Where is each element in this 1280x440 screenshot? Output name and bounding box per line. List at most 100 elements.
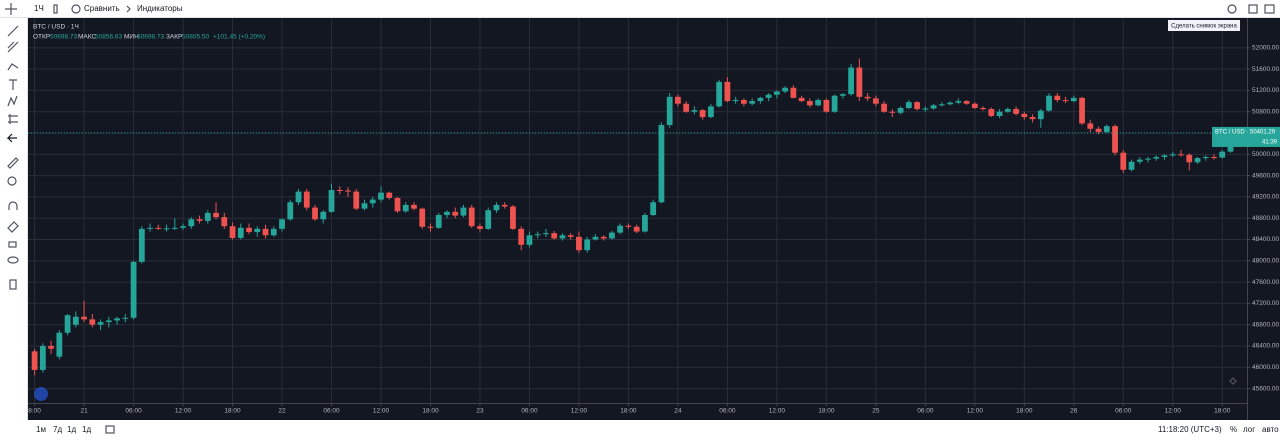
y-tick-label: 48400.00 [1252,236,1279,243]
x-tick-label: 12:00 [967,408,984,415]
back-tool[interactable] [6,133,17,143]
candle-body [1046,95,1052,111]
visibility-tool[interactable] [7,256,19,264]
crosshair-icon[interactable] [5,3,17,15]
x-tick-label: 12:00 [769,408,786,415]
screenshot-tooltip [1168,20,1240,31]
pattern-tool[interactable] [7,63,19,71]
candle-body [1021,113,1028,118]
settings-icon[interactable] [1227,4,1237,14]
interval-button[interactable]: 1Ч [34,4,44,13]
x-tick-label: 06:00 [1115,408,1132,415]
range-button[interactable]: 7д [53,425,62,434]
candle-body [955,101,962,103]
candle-body [361,203,368,209]
x-tick-label: 18:00 [1214,408,1231,415]
x-tick-label: 21 [80,408,88,415]
x-tick-label: 06:00 [125,408,142,415]
candle-body [1211,156,1217,158]
x-tick-label: 12:00 [1165,408,1182,415]
scroll-button[interactable] [1229,377,1237,385]
candle-body [1145,158,1151,160]
candle-body [1112,126,1118,153]
logo-badge[interactable] [34,387,48,401]
y-tick-label: 45600.00 [1252,385,1279,392]
plot: 45600.00 46000.00 46400.00 46800.00 47200.00… [28,18,1280,415]
percent-button[interactable]: % [1230,425,1237,434]
candle-body [1103,126,1110,132]
x-tick-label: 18:00 [1016,408,1033,415]
candle-body [584,239,591,251]
candle-body [320,211,327,220]
delete-tool[interactable] [9,279,17,290]
stay-drawing-tool[interactable] [7,221,19,233]
candle-body [510,206,516,229]
indicators-button[interactable]: Индикаторы [137,4,183,13]
y-tick-label: 47200.00 [1252,300,1279,307]
candle-body [889,111,896,113]
range-button[interactable]: 1д [67,425,76,434]
chart-style-icon[interactable] [53,4,58,14]
y-tick-label: 49600.00 [1252,172,1279,179]
candle-body [749,101,756,104]
magnet-tool[interactable] [8,201,18,210]
fib-tool[interactable] [7,41,19,53]
candle-body [691,110,698,112]
candle-body [872,98,879,104]
date-range-icon[interactable] [105,425,115,434]
candle-body [1219,151,1226,158]
candle-body [72,316,79,325]
candle-body [1029,117,1036,120]
candle-body [485,210,492,229]
candle-body [1178,154,1184,156]
candle-body [798,97,805,102]
candle-body [559,235,566,239]
compare-button[interactable]: Сравнить [84,4,120,13]
candle-body [369,199,376,204]
candle-body [526,235,533,245]
candle-body [427,226,434,228]
candle-body [881,103,887,112]
y-tick-label: 46000.00 [1252,364,1279,371]
candle-body [773,91,780,95]
range-button[interactable]: 1м [36,425,46,434]
candle-body [1136,159,1143,162]
x-tick-label: 06:00 [917,408,934,415]
candle-body [551,233,558,239]
candle-body [155,227,162,229]
prediction-tool[interactable] [7,95,18,107]
candle-body [312,207,318,220]
candle-body [980,107,986,110]
y-tick-label: 52000.00 [1252,45,1279,52]
screenshot-icon[interactable] [1264,4,1275,14]
candle-body [600,236,607,239]
x-tick-label: 12:00 [373,408,390,415]
measure-tool[interactable] [8,114,18,124]
top-toolbar [0,0,1280,18]
fullscreen-icon[interactable] [1248,4,1258,14]
auto-button[interactable]: авто [1262,425,1279,434]
candle-body [353,191,360,209]
trend-line-tool[interactable] [7,25,19,37]
lock-tool[interactable] [8,241,17,248]
candle-body [138,228,145,262]
candle-body [757,97,764,102]
candle-body [675,96,681,104]
candle-body [1128,161,1135,170]
candle-body [468,207,475,227]
candle-body [642,215,648,232]
compare-icon[interactable] [71,4,81,14]
zoom-tool[interactable] [7,176,17,186]
range-button[interactable]: 1д [82,425,91,434]
log-button[interactable]: лог [1243,425,1255,434]
legend-label: МИН [124,34,139,41]
candle-body [1079,97,1085,124]
candle-body [444,211,450,216]
indicators-icon[interactable] [126,5,131,13]
candle-body [1037,110,1044,120]
candle-body [609,232,615,239]
candle-body [254,228,261,233]
ruler-tool[interactable] [7,157,19,169]
text-tool[interactable] [9,79,17,90]
